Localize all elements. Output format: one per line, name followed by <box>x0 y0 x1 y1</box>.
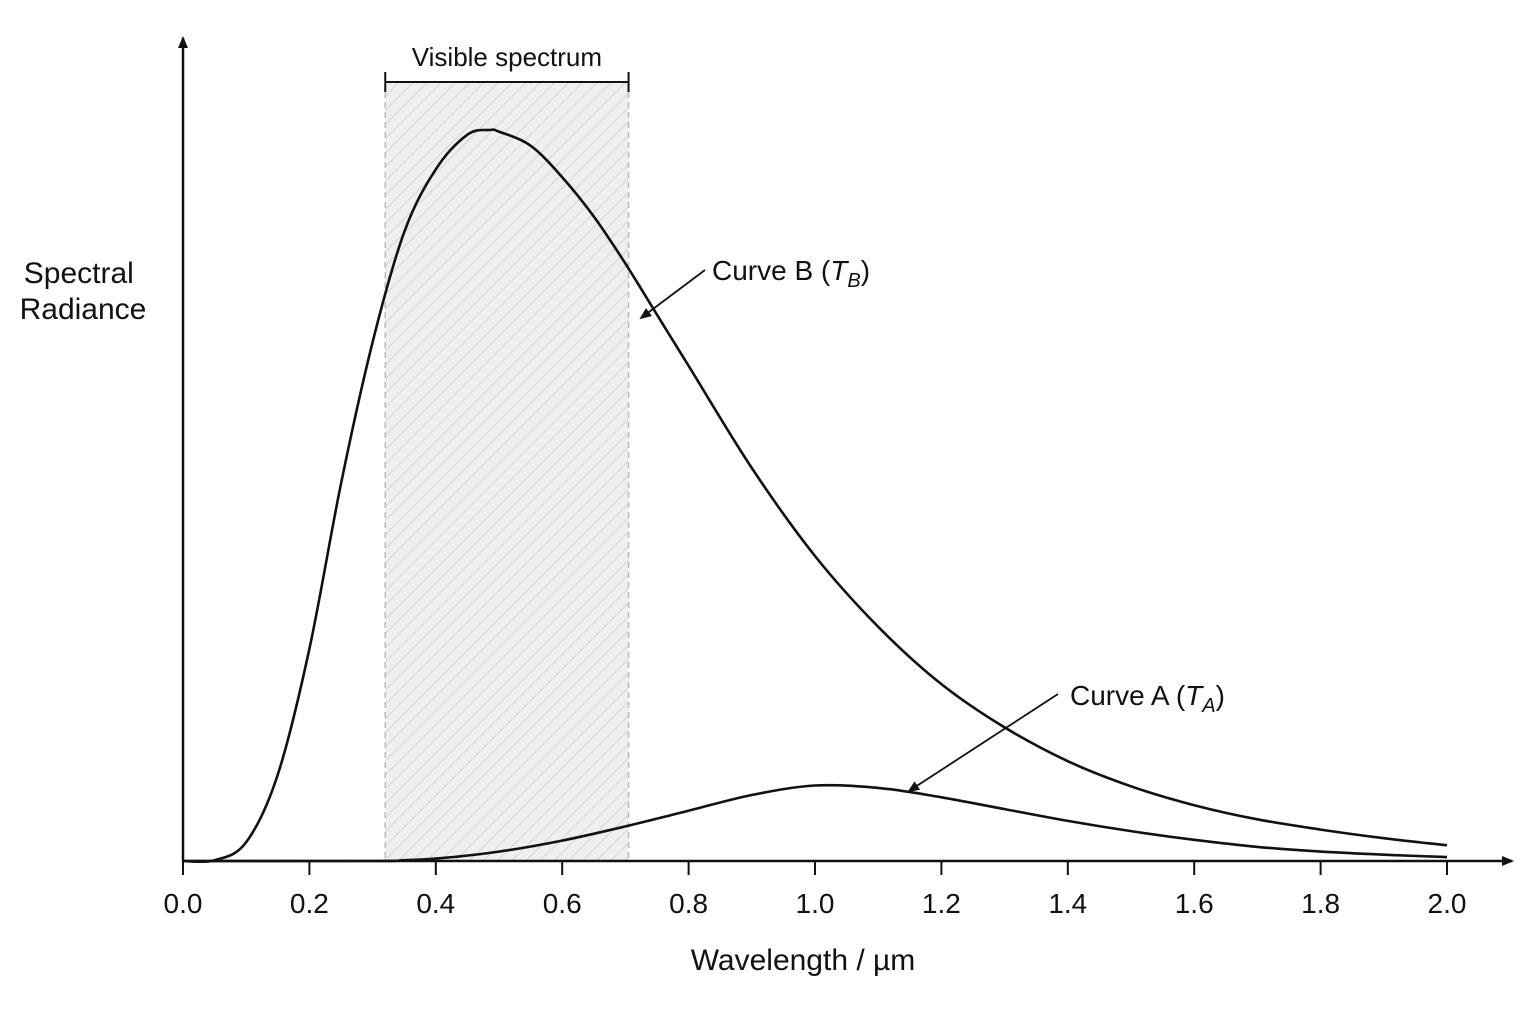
curve-b-arrow <box>639 269 706 320</box>
y-axis-label: Spectral Radiance <box>20 257 147 326</box>
x-tick-label: 0.0 <box>164 888 203 919</box>
x-tick-label: 0.8 <box>669 888 708 919</box>
curve-a-line <box>182 783 1448 863</box>
curve-b-label-main: Curve B ( <box>712 255 831 286</box>
y-axis-label-line-1: Spectral <box>24 257 134 290</box>
curve-b-annotation: Curve B (TB) <box>639 255 870 320</box>
curve-a-annotation: Curve A (TA) <box>907 680 1225 793</box>
y-axis-label-line-2: Radiance <box>20 293 147 326</box>
x-tick-label: 0.4 <box>416 888 455 919</box>
visible-spectrum-region <box>385 82 629 861</box>
curve-b-label-close: ) <box>861 255 870 286</box>
x-tick-label: 1.8 <box>1301 888 1340 919</box>
curve-a-label: Curve A (TA) <box>1070 680 1225 717</box>
curve-b-label-symbol: T <box>830 255 849 286</box>
curve-a-label-main: Curve A ( <box>1070 680 1186 711</box>
x-tick-label: 2.0 <box>1428 888 1467 919</box>
curve-b-label-subscript: B <box>847 270 860 292</box>
x-tick-label: 1.2 <box>922 888 961 919</box>
curve-a-label-symbol: T <box>1185 680 1204 711</box>
x-tick-label: 0.2 <box>290 888 329 919</box>
curve-a-label-close: ) <box>1216 680 1225 711</box>
x-tick-label: 1.6 <box>1175 888 1214 919</box>
x-tick-label: 1.0 <box>796 888 835 919</box>
x-tick-label: 1.4 <box>1048 888 1087 919</box>
x-ticks: 0.0 0.2 0.4 0.6 0.8 1.0 1.2 1.4 1.6 1.8 2.0 <box>164 861 1467 919</box>
curve-b-line <box>182 128 1448 864</box>
curve-b-label: Curve B (TB) <box>712 255 870 292</box>
visible-spectrum-band: Visible spectrum <box>384 42 630 861</box>
curves <box>182 128 1448 864</box>
curve-a-arrow <box>907 693 1059 793</box>
visible-spectrum-label: Visible spectrum <box>412 42 602 72</box>
x-tick-label: 0.6 <box>543 888 582 919</box>
x-axis-label: Wavelength / µm <box>691 944 916 977</box>
curve-a-label-subscript: A <box>1201 695 1215 717</box>
